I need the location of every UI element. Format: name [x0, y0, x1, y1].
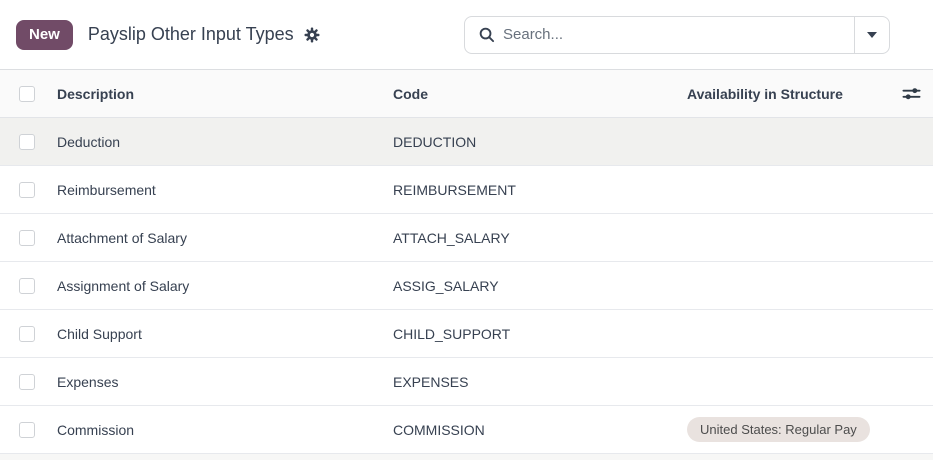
cell-description: Commission: [57, 421, 135, 438]
page-title: Payslip Other Input Types: [87, 24, 294, 44]
table-row[interactable]: Commission COMMISSION United States: Reg…: [0, 406, 933, 454]
cell-description: Expenses: [57, 373, 119, 390]
row-checkbox[interactable]: [19, 133, 35, 150]
cell-description: Deduction: [57, 133, 121, 150]
search-icon: [465, 26, 503, 43]
table-row[interactable]: Attachment of Salary ATTACH_SALARY: [0, 214, 933, 262]
row-checkbox[interactable]: [19, 421, 35, 438]
list-footer: [0, 454, 933, 460]
column-header-availability[interactable]: Availability in Structure: [687, 85, 843, 102]
row-checkbox[interactable]: [19, 373, 35, 390]
table-row[interactable]: Assignment of Salary ASSIG_SALARY: [0, 262, 933, 310]
row-checkbox[interactable]: [19, 325, 35, 342]
gear-icon: [303, 26, 321, 44]
settings-gear-button[interactable]: [303, 26, 321, 44]
cell-description: Attachment of Salary: [57, 229, 187, 246]
column-header-description[interactable]: Description: [57, 85, 135, 102]
search-divider: [854, 16, 855, 53]
new-button[interactable]: New: [16, 19, 73, 50]
structure-tag: United States: Regular Pay: [687, 417, 870, 442]
column-header-code[interactable]: Code: [393, 85, 428, 102]
cell-code: EXPENSES: [393, 373, 469, 390]
table-row[interactable]: Deduction DEDUCTION: [0, 118, 933, 166]
cell-description: Child Support: [57, 325, 142, 342]
cell-code: REIMBURSEMENT: [393, 181, 516, 198]
cell-code: ASSIG_SALARY: [393, 277, 499, 294]
row-checkbox[interactable]: [19, 181, 35, 198]
cell-description: Reimbursement: [57, 181, 156, 198]
cell-code: ATTACH_SALARY: [393, 229, 510, 246]
table-row[interactable]: Expenses EXPENSES: [0, 358, 933, 406]
table-header-row: Description Code Availability in Structu…: [0, 69, 933, 118]
control-panel: New Payslip Other Input Types: [0, 0, 933, 69]
list-view: Description Code Availability in Structu…: [0, 69, 933, 460]
optional-columns-button[interactable]: [902, 85, 921, 102]
search-input[interactable]: [503, 16, 854, 53]
table-row[interactable]: Child Support CHILD_SUPPORT: [0, 310, 933, 358]
cell-code: COMMISSION: [393, 421, 485, 438]
table-row[interactable]: Reimbursement REIMBURSEMENT: [0, 166, 933, 214]
sliders-icon: [902, 85, 921, 102]
cell-code: CHILD_SUPPORT: [393, 325, 511, 342]
select-all-checkbox[interactable]: [19, 85, 35, 102]
search-bar: [464, 15, 890, 54]
cell-code: DEDUCTION: [393, 133, 477, 150]
caret-down-icon: [867, 31, 877, 38]
cell-description: Assignment of Salary: [57, 277, 190, 294]
cell-availability: United States: Regular Pay: [683, 417, 889, 442]
row-checkbox[interactable]: [19, 277, 35, 294]
row-checkbox[interactable]: [19, 229, 35, 246]
search-dropdown-button[interactable]: [855, 17, 889, 53]
